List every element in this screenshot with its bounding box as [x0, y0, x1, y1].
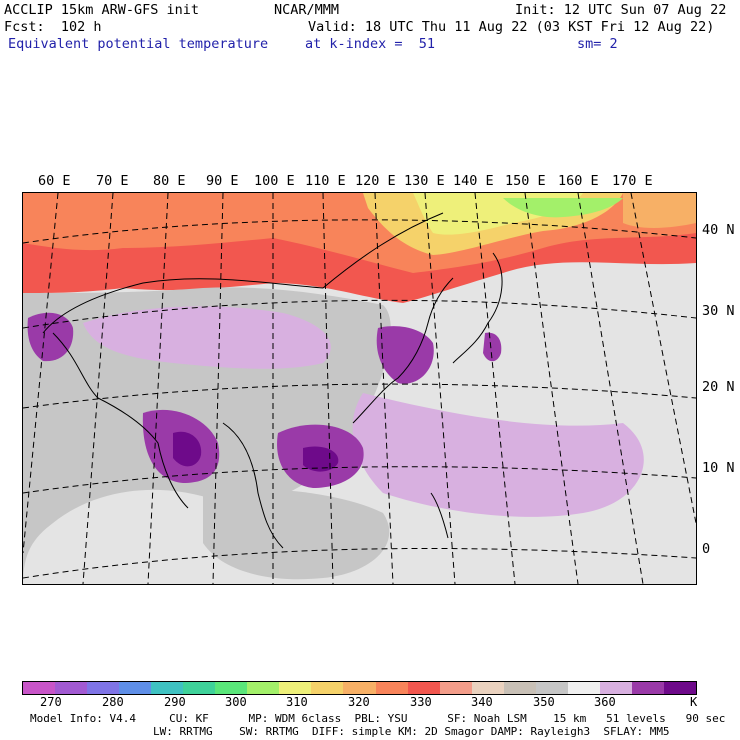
lat-label: 30 N [702, 303, 735, 319]
colorbar-tick: 300 [225, 695, 247, 709]
lat-label: 10 N [702, 460, 735, 476]
graticule [23, 193, 696, 584]
organization-label: NCAR/MMM [274, 2, 340, 18]
model-info-line1: Model Info: V4.4 CU: KF MP: WDM 6class P… [30, 712, 726, 725]
theta-e-field [23, 193, 696, 584]
colorbar-tick: 360 [594, 695, 616, 709]
coastlines [42, 212, 503, 549]
colorbar-segment [247, 682, 280, 694]
model-title: ACCLIP 15km ARW-GFS init [4, 2, 200, 18]
colorbar-segment [343, 682, 376, 694]
lon-label: 140 E [453, 173, 494, 189]
colorbar-unit: K [690, 695, 698, 709]
colorbar-segment [215, 682, 248, 694]
colorbar-segment [503, 682, 536, 694]
lon-line [577, 193, 644, 584]
lat-line [23, 466, 696, 494]
country-borders [42, 212, 444, 334]
colorbar-tick: 350 [533, 695, 555, 709]
field-name: Equivalent potential temperature [8, 36, 269, 52]
colorbar-tick: 290 [164, 695, 186, 709]
colorbar-segment [375, 682, 408, 694]
lon-line [374, 193, 394, 584]
china-coast [352, 277, 454, 424]
lon-line [524, 193, 579, 584]
green-region [503, 198, 623, 218]
philippines-coast [430, 492, 449, 539]
colorbar-segment [23, 682, 56, 694]
colorbar-tick: 340 [471, 695, 493, 709]
valid-time: Valid: 18 UTC Thu 11 Aug 22 (03 KST Fri … [308, 19, 715, 35]
colorbar-segment [119, 682, 152, 694]
arabian-sea-maximum [27, 312, 74, 362]
colorbar-segment [87, 682, 120, 694]
forecast-hour: Fcst: 102 h [4, 19, 102, 35]
lon-label: 110 E [305, 173, 346, 189]
pacific-small-maximum [483, 332, 502, 362]
lon-line [630, 193, 696, 524]
dark-core [173, 431, 202, 467]
k-index-label: at k-index = 51 [305, 36, 436, 52]
lon-label: 150 E [505, 173, 546, 189]
colorbar-tick: 270 [40, 695, 62, 709]
lon-label: 60 E [38, 173, 71, 189]
colorbar-segment [151, 682, 184, 694]
colorbar-segment [407, 682, 440, 694]
lon-label: 100 E [254, 173, 295, 189]
light-purple-region [83, 306, 331, 369]
lat-label: 0 [702, 541, 711, 557]
colorbar-segment [55, 682, 88, 694]
east-china-maximum [376, 326, 434, 384]
colorbar-segment [599, 682, 632, 694]
japan-coast [452, 252, 503, 364]
south-asia-coast [52, 332, 189, 509]
lon-label: 160 E [558, 173, 599, 189]
colorbar-segment [567, 682, 600, 694]
map-panel [22, 192, 697, 585]
colorbar-segment [183, 682, 216, 694]
lon-label: 120 E [355, 173, 396, 189]
init-time: Init: 12 UTC Sun 07 Aug 22 [515, 2, 727, 18]
lon-line [147, 193, 169, 584]
colorbar-segment [663, 682, 696, 694]
smoothing-label: sm= 2 [577, 36, 618, 52]
lon-label: 90 E [206, 173, 239, 189]
colorbar-segment [279, 682, 312, 694]
light-purple-pacific [352, 393, 644, 517]
colorbar-segment [439, 682, 472, 694]
lon-line [322, 193, 334, 584]
colorbar-tick: 310 [286, 695, 308, 709]
lat-label: 40 N [702, 222, 735, 238]
colorbar-segment [311, 682, 344, 694]
lon-line [424, 193, 456, 584]
lat-label: 20 N [702, 379, 735, 395]
colorbar-tick: 320 [348, 695, 370, 709]
peach-region [623, 193, 696, 228]
lon-label: 130 E [404, 173, 445, 189]
lat-line [23, 547, 696, 579]
colorbar-tick: 280 [102, 695, 124, 709]
colorbar [22, 681, 697, 695]
lon-line [23, 193, 59, 554]
colorbar-segment [631, 682, 664, 694]
malay-coast [222, 422, 284, 549]
colorbar-segment [535, 682, 568, 694]
lon-label: 80 E [153, 173, 186, 189]
model-info-line2: LW: RRTMG SW: RRTMG DIFF: simple KM: 2D … [153, 725, 670, 738]
lon-line [474, 193, 516, 584]
lat-line [23, 299, 696, 329]
grey-south [203, 489, 390, 580]
lat-line [23, 383, 696, 409]
lon-line [212, 193, 224, 584]
colorbar-segment [471, 682, 504, 694]
lon-label: 70 E [96, 173, 129, 189]
lon-line [82, 193, 114, 584]
colorbar-tick: 330 [410, 695, 432, 709]
lon-label: 170 E [612, 173, 653, 189]
